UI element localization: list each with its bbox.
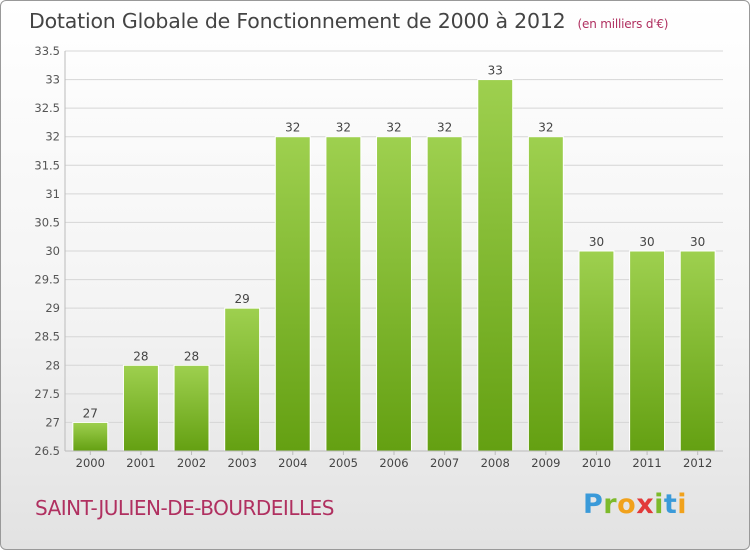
bar — [224, 307, 261, 452]
bar — [527, 136, 564, 452]
y-tick-label: 31.5 — [34, 158, 60, 172]
y-tick-label: 28 — [45, 358, 60, 372]
y-tick-label: 27 — [45, 415, 60, 429]
y-tick-label: 32 — [45, 130, 60, 144]
x-tick-label: 2000 — [76, 456, 105, 470]
logo-letter: i — [677, 489, 688, 520]
bar-value-label: 28 — [133, 349, 148, 363]
x-tick-label: 2006 — [379, 456, 408, 470]
y-tick-label: 31 — [45, 187, 60, 201]
x-tick-label: 2011 — [632, 456, 661, 470]
bar-value-label: 33 — [488, 64, 503, 78]
x-tick-label: 2001 — [126, 456, 155, 470]
bar-value-label: 32 — [437, 121, 452, 135]
x-tick-label: 2002 — [177, 456, 206, 470]
y-tick-label: 33 — [45, 73, 60, 87]
bar — [72, 421, 109, 452]
chart-unit: (en milliers d'€) — [577, 17, 669, 31]
logo-letter: P — [583, 489, 604, 520]
x-tick-label: 2010 — [582, 456, 611, 470]
logo-letter: t — [663, 489, 678, 520]
y-tick-label: 33.5 — [34, 44, 60, 58]
bar — [679, 250, 716, 452]
bar-value-label: 28 — [184, 349, 199, 363]
y-tick-label: 29 — [45, 301, 60, 315]
y-tick-label: 26.5 — [34, 444, 60, 458]
bar — [578, 250, 615, 452]
chart-title: Dotation Globale de Fonctionnement de 20… — [29, 9, 668, 33]
bar — [122, 364, 159, 452]
x-tick-label: 2005 — [329, 456, 358, 470]
commune-name: SAINT-JULIEN-DE-BOURDEILLES — [35, 496, 334, 520]
bar — [477, 79, 514, 452]
bar — [426, 136, 463, 452]
x-tick-label: 2007 — [430, 456, 459, 470]
bar-value-label: 32 — [386, 121, 401, 135]
bar-value-label: 32 — [285, 121, 300, 135]
chart-title-text: Dotation Globale de Fonctionnement de 20… — [29, 9, 566, 33]
bar — [376, 136, 412, 452]
logo-letter: o — [617, 489, 637, 520]
bar-value-label: 27 — [83, 406, 98, 420]
x-tick-label: 2008 — [481, 456, 510, 470]
y-tick-label: 30.5 — [34, 215, 60, 229]
bar — [325, 136, 362, 452]
y-tick-label: 30 — [45, 244, 60, 258]
bar-value-label: 29 — [235, 292, 250, 306]
bar-value-label: 30 — [690, 235, 705, 249]
bar — [274, 136, 311, 452]
x-tick-label: 2004 — [278, 456, 307, 470]
y-tick-label: 27.5 — [34, 387, 60, 401]
x-tick-label: 2012 — [683, 456, 712, 470]
bar — [173, 364, 210, 452]
y-tick-label: 32.5 — [34, 101, 60, 115]
logo-letter: i — [654, 489, 664, 520]
y-tick-label: 28.5 — [34, 330, 60, 344]
logo-letter: x — [636, 489, 655, 520]
proxiti-logo: Proxiti — [583, 489, 687, 520]
x-tick-label: 2009 — [531, 456, 560, 470]
bar-value-label: 30 — [589, 235, 604, 249]
bar-value-label: 32 — [538, 121, 553, 135]
x-tick-label: 2003 — [228, 456, 257, 470]
logo-letter: r — [603, 489, 618, 520]
bar-value-label: 32 — [336, 121, 351, 135]
bar-value-label: 30 — [639, 235, 654, 249]
y-tick-label: 29.5 — [34, 273, 60, 287]
bar — [629, 250, 666, 452]
